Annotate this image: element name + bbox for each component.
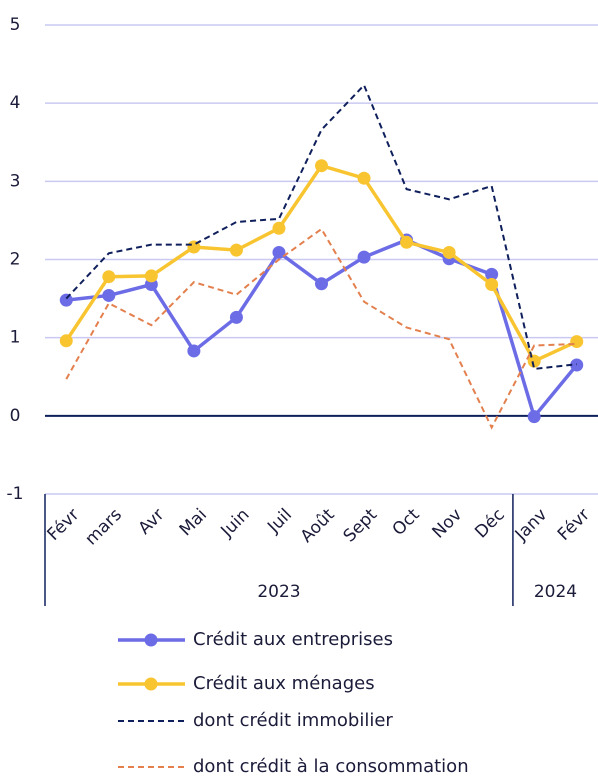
data-point [144,269,158,283]
x-tick-label: Avr [135,505,169,539]
legend-marker [144,633,158,647]
x-tick-label: Oct [389,505,424,540]
data-point [102,288,116,302]
data-point [272,221,286,235]
data-point [442,245,456,259]
x-tick-label: Févr [554,505,594,545]
x-tick-label: Juil [263,505,296,538]
x-tick-label: Févr [43,505,83,545]
data-point [102,270,116,284]
data-point [485,278,499,292]
y-tick-label: -1 [7,484,24,504]
data-point [527,354,541,368]
legend-label: Crédit aux entreprises [193,629,393,650]
data-point [59,334,73,348]
x-tick-label: Juin [217,505,254,542]
x-tick-label: Nov [429,505,467,543]
data-point [315,159,328,173]
data-point [357,250,371,264]
data-point [527,410,541,424]
series-line [66,238,579,421]
data-point [485,267,499,281]
x-tick-label: mars [81,505,126,550]
y-tick-label: 0 [10,406,21,426]
data-point [400,235,414,249]
x-tick-label: Août [297,505,339,547]
x-tick-label: Déc [471,505,508,542]
data-point [59,293,73,307]
legend-marker [144,677,158,691]
legend-label: Crédit aux ménages [193,673,375,694]
x-tick-label: Sept [340,505,382,547]
y-tick-label: 1 [10,328,21,348]
data-point [570,335,584,349]
y-tick-label: 5 [10,15,21,35]
y-tick-label: 4 [10,93,21,113]
data-point [315,277,328,291]
legend-label: dont crédit à la consommation [193,756,469,776]
data-point [357,171,371,185]
y-tick-label: 3 [10,171,21,191]
series-line [65,227,577,430]
data-point [187,344,201,358]
data-point [229,310,243,324]
group-label: 2023 [257,582,300,602]
group-label: 2024 [534,582,577,602]
series-line [64,163,578,364]
x-tick-label: Janv [511,505,552,546]
data-point [229,243,243,257]
legend-label: dont crédit immobilier [193,710,393,731]
y-tick-label: 2 [10,250,21,270]
x-tick-label: Mai [176,505,211,540]
data-point [272,245,286,259]
series-line [65,83,577,371]
